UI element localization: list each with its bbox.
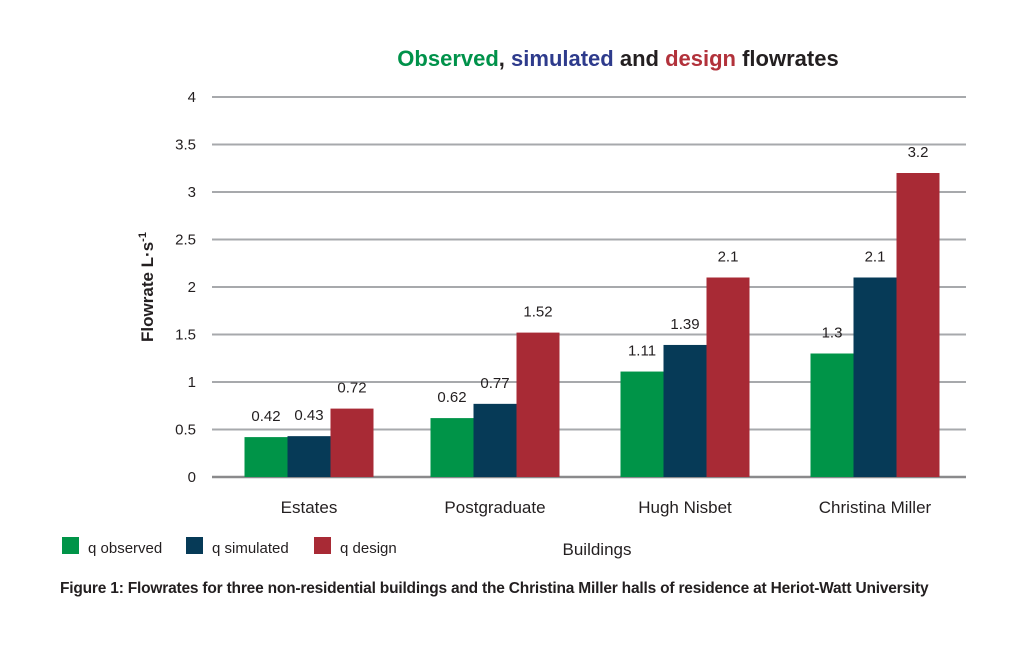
y-axis-title-main: Flowrate L·s bbox=[138, 242, 157, 342]
bar-q-observed bbox=[810, 353, 854, 477]
legend-label: q simulated bbox=[212, 540, 289, 557]
data-label: 0.43 bbox=[294, 407, 323, 424]
data-label: 3.2 bbox=[908, 144, 929, 161]
y-axis-title: Flowrate L·s-1 bbox=[137, 232, 157, 342]
x-axis-title: Buildings bbox=[563, 540, 632, 559]
bar-q-design bbox=[516, 332, 560, 477]
y-tick-label: 4 bbox=[188, 89, 196, 106]
bar-q-simulated bbox=[287, 436, 331, 477]
category-label: Postgraduate bbox=[444, 498, 545, 517]
data-label: 0.62 bbox=[437, 389, 466, 406]
bar-q-observed bbox=[620, 371, 664, 477]
data-label: 0.77 bbox=[480, 375, 509, 392]
y-tick-label: 2.5 bbox=[175, 232, 196, 249]
data-label: 1.3 bbox=[822, 325, 843, 342]
title-part: Observed bbox=[397, 46, 499, 71]
data-label: 2.1 bbox=[718, 249, 739, 266]
legend-swatch bbox=[62, 537, 79, 554]
data-label: 0.72 bbox=[337, 380, 366, 397]
legend: q observed q simulated q design bbox=[62, 537, 397, 557]
legend-swatch bbox=[314, 537, 331, 554]
data-label: 0.42 bbox=[251, 408, 280, 425]
y-axis-title-sup: -1 bbox=[137, 232, 149, 242]
title-part: design bbox=[665, 46, 736, 71]
title-part: , bbox=[499, 46, 511, 71]
data-label: 1.52 bbox=[523, 304, 552, 321]
title-part: simulated bbox=[511, 46, 614, 71]
bar-q-design bbox=[330, 408, 374, 477]
y-tick-label: 1.5 bbox=[175, 327, 196, 344]
bar-q-simulated bbox=[853, 277, 897, 477]
data-label: 1.11 bbox=[628, 343, 656, 360]
flowrate-chart: Observed, simulated and design flowrates… bbox=[62, 46, 966, 559]
category-label: Hugh Nisbet bbox=[638, 498, 732, 517]
bar-q-simulated bbox=[473, 403, 517, 477]
title-part: and bbox=[614, 46, 665, 71]
bar-q-simulated bbox=[663, 344, 707, 477]
bars bbox=[244, 173, 940, 477]
bar-q-design bbox=[896, 173, 940, 477]
bar-q-design bbox=[706, 277, 750, 477]
y-tick-label: 3 bbox=[188, 184, 196, 201]
y-tick-label: 1 bbox=[188, 374, 196, 391]
bar-q-observed bbox=[244, 437, 288, 477]
category-label: Christina Miller bbox=[819, 498, 932, 517]
category-labels: Estates Postgraduate Hugh Nisbet Christina … bbox=[281, 498, 932, 517]
legend-swatch bbox=[186, 537, 203, 554]
figure-caption: Figure 1: Flowrates for three non-reside… bbox=[60, 580, 929, 597]
title-part: flowrates bbox=[736, 46, 839, 71]
bar-q-observed bbox=[430, 418, 474, 477]
y-tick-labels: 0 0.5 1 1.5 2 2.5 3 3.5 4 bbox=[175, 89, 196, 486]
data-label: 2.1 bbox=[865, 249, 886, 266]
chart-title: Observed, simulated and design flowrates bbox=[397, 46, 838, 71]
y-tick-label: 2 bbox=[188, 279, 196, 296]
legend-label: q design bbox=[340, 540, 397, 557]
data-labels: 0.42 0.43 0.72 0.62 0.77 1.52 1.11 1.39 2.1 1.3 2.… bbox=[251, 144, 928, 425]
data-label: 1.39 bbox=[670, 316, 699, 333]
y-tick-label: 3.5 bbox=[175, 137, 196, 154]
y-tick-label: 0.5 bbox=[175, 422, 196, 439]
y-tick-label: 0 bbox=[188, 469, 196, 486]
category-label: Estates bbox=[281, 498, 338, 517]
legend-label: q observed bbox=[88, 540, 162, 557]
